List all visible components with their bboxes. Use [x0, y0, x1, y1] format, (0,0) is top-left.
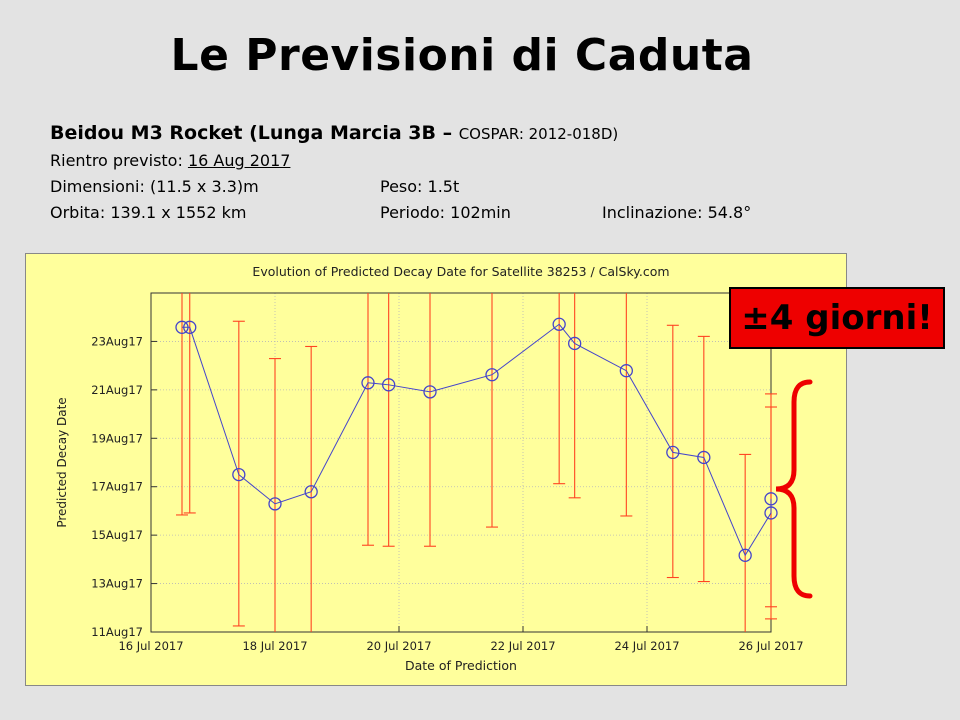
- plot-frame: [150, 292, 772, 633]
- slide-title: Le Previsioni di Caduta: [170, 30, 754, 81]
- data-point: [568, 336, 582, 351]
- reentry-label: Rientro previsto:: [50, 151, 188, 170]
- y-tick-label: 15Aug17: [91, 528, 143, 542]
- data-point: [268, 497, 282, 511]
- callout-badge: ±4 giorni!: [729, 287, 945, 349]
- cospar-id: COSPAR: 2012-018D): [458, 125, 619, 143]
- dimensions-text: Dimensioni: (11.5 x 3.3)m: [50, 177, 259, 196]
- curly-brace-icon: [775, 379, 813, 599]
- data-point: [764, 492, 778, 506]
- data-point: [697, 450, 711, 465]
- x-tick-label: 24 Jul 2017: [614, 639, 679, 653]
- x-axis-label: Date of Prediction: [405, 658, 517, 673]
- data-point: [738, 548, 752, 562]
- data-point: [764, 506, 778, 520]
- series-line: [182, 323, 772, 557]
- data-point: [666, 445, 680, 460]
- x-tick-label: 22 Jul 2017: [490, 639, 555, 653]
- data-point: [183, 320, 197, 334]
- y-tick-label: 11Aug17: [91, 625, 143, 639]
- object-name: Beidou M3 Rocket (Lunga Marcia 3B –: [50, 122, 459, 144]
- y-tick-label: 23Aug17: [91, 334, 143, 348]
- data-point: [304, 485, 318, 499]
- data-point: [485, 368, 499, 382]
- data-point: [361, 376, 375, 390]
- decay-chart: Evolution of Predicted Decay Date for Sa…: [55, 264, 804, 673]
- data-point: [619, 364, 633, 378]
- object-heading: Beidou M3 Rocket (Lunga Marcia 3B – COSP…: [50, 122, 618, 144]
- y-tick-label: 21Aug17: [91, 383, 143, 397]
- orbit-text: Orbita: 139.1 x 1552 km: [50, 203, 247, 222]
- y-axis-label: Predicted Decay Date: [55, 397, 69, 527]
- y-tick-label: 17Aug17: [91, 480, 143, 494]
- data-point: [175, 320, 189, 334]
- x-tick-label: 16 Jul 2017: [118, 639, 183, 653]
- data-point: [232, 467, 246, 482]
- reentry-date: 16 Aug 2017: [187, 151, 291, 170]
- y-tick-label: 19Aug17: [91, 431, 143, 445]
- data-point: [382, 378, 396, 392]
- x-tick-label: 26 Jul 2017: [738, 639, 803, 653]
- x-tick-label: 20 Jul 2017: [366, 639, 431, 653]
- reentry-line: Rientro previsto: 16 Aug 2017: [50, 151, 290, 170]
- decay-chart-panel: Evolution of Predicted Decay Date for Sa…: [25, 253, 847, 686]
- x-tick-label: 18 Jul 2017: [242, 639, 307, 653]
- mass-text: Peso: 1.5t: [380, 177, 460, 196]
- data-point: [423, 385, 437, 399]
- period-text: Periodo: 102min: [380, 203, 511, 222]
- chart-title: Evolution of Predicted Decay Date for Sa…: [252, 264, 669, 279]
- y-tick-label: 13Aug17: [91, 577, 143, 591]
- data-point: [552, 317, 566, 331]
- inclination-text: Inclinazione: 54.8°: [602, 203, 752, 222]
